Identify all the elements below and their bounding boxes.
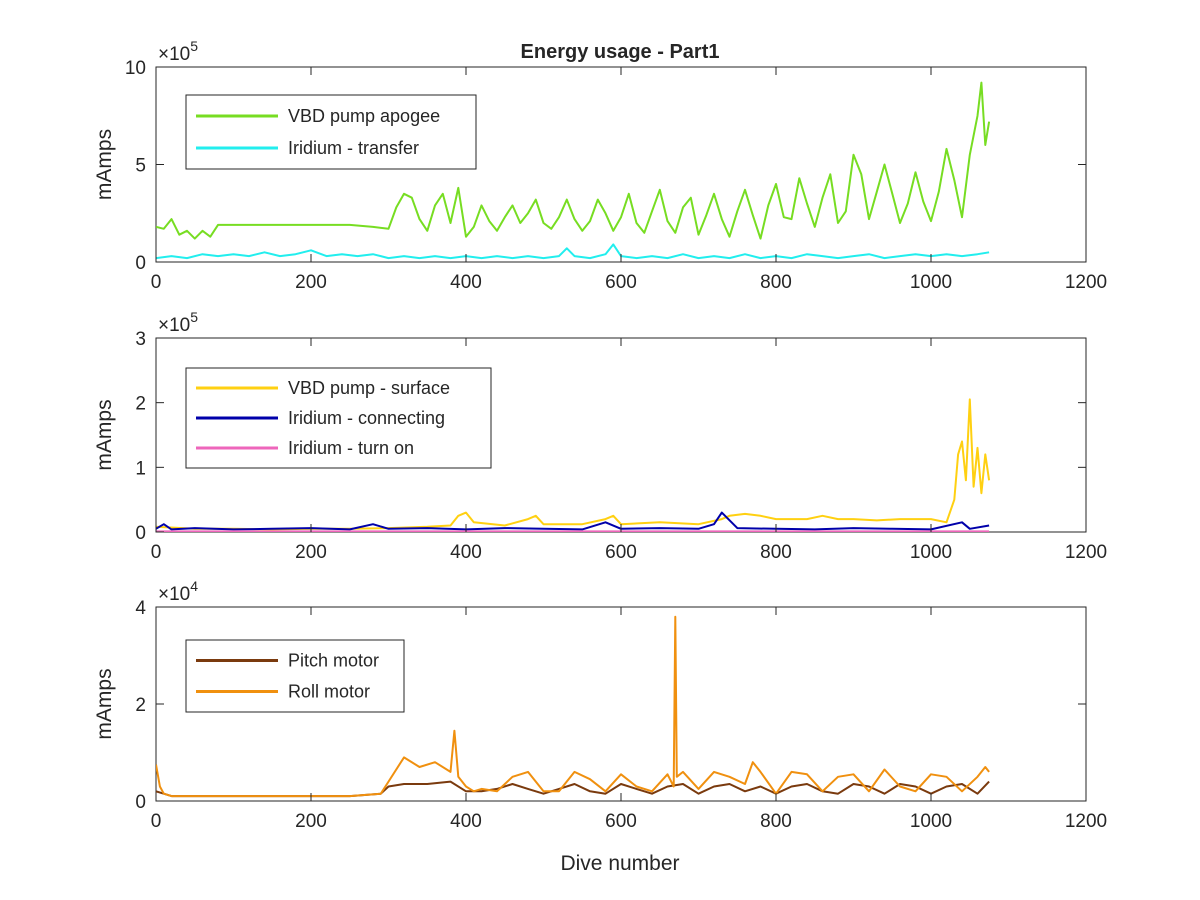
x-tick-label: 200 bbox=[295, 542, 327, 563]
y-tick-label: 2 bbox=[135, 695, 146, 716]
series-line-3-2 bbox=[156, 615, 990, 798]
x-tick-label: 1000 bbox=[910, 272, 952, 293]
x-tick-label: 400 bbox=[450, 811, 482, 832]
legend-entry: Pitch motor bbox=[288, 651, 379, 671]
legend-entry: VBD pump apogee bbox=[288, 106, 440, 126]
legend-entry: Iridium - turn on bbox=[288, 438, 414, 458]
legend-box bbox=[185, 639, 405, 713]
y-axis-label: mAmps bbox=[93, 129, 116, 200]
legend: VBD pump - surface Iridium - connecting Ir… bbox=[185, 367, 492, 469]
x-tick-label: 0 bbox=[151, 272, 162, 293]
y-axis-multiplier: ×104 bbox=[158, 578, 198, 605]
y-tick-label: 3 bbox=[135, 329, 146, 350]
legend-box bbox=[185, 94, 477, 170]
x-tick-label: 1000 bbox=[910, 811, 952, 832]
legend-entry: Iridium - transfer bbox=[288, 138, 419, 158]
panel-1: 0 200 400 600 800 1000 1200 0 5 10 ×105 mAmps VBD pu… bbox=[93, 38, 1107, 293]
x-tick-label: 800 bbox=[760, 811, 792, 832]
y-axis-label: mAmps bbox=[93, 668, 116, 739]
legend: Pitch motor Roll motor bbox=[185, 639, 405, 713]
y-tick-label: 0 bbox=[135, 523, 146, 544]
y-axis-multiplier: ×105 bbox=[158, 38, 198, 65]
y-tick-label: 5 bbox=[135, 156, 146, 177]
y-tick-label: 10 bbox=[125, 58, 146, 79]
x-tick-label: 600 bbox=[605, 811, 637, 832]
x-tick-label: 0 bbox=[151, 811, 162, 832]
y-tick-label: 2 bbox=[135, 394, 146, 415]
x-tick-label: 800 bbox=[760, 272, 792, 293]
x-tick-label: 1200 bbox=[1065, 811, 1107, 832]
panel-3: 0 200 400 600 800 1000 1200 0 2 4 ×104 mAmps Pitch m… bbox=[93, 578, 1107, 832]
figure-x-axis-label: Dive number bbox=[560, 852, 679, 875]
x-tick-label: 600 bbox=[605, 542, 637, 563]
legend-entry: Iridium - connecting bbox=[288, 408, 445, 428]
x-tick-label: 1000 bbox=[910, 542, 952, 563]
panel-2: 0 200 400 600 800 1000 1200 0 1 2 3 ×105 mAmps VBD pu… bbox=[93, 309, 1107, 563]
series-line-2-2 bbox=[156, 511, 990, 531]
legend: VBD pump apogee Iridium - transfer bbox=[185, 94, 477, 170]
y-axis-label: mAmps bbox=[93, 399, 116, 470]
x-tick-label: 200 bbox=[295, 272, 327, 293]
y-axis-multiplier: ×105 bbox=[158, 309, 198, 336]
x-tick-label: 1200 bbox=[1065, 272, 1107, 293]
x-tick-label: 600 bbox=[605, 272, 637, 293]
series-line-1-1 bbox=[156, 81, 991, 240]
legend-entry: Roll motor bbox=[288, 682, 370, 702]
y-tick-label: 1 bbox=[135, 458, 146, 479]
x-tick-label: 1200 bbox=[1065, 542, 1107, 563]
y-tick-label: 0 bbox=[135, 253, 146, 274]
x-tick-label: 0 bbox=[151, 542, 162, 563]
x-tick-label: 800 bbox=[760, 542, 792, 563]
x-tick-label: 400 bbox=[450, 542, 482, 563]
x-tick-label: 400 bbox=[450, 272, 482, 293]
series-line-1-2 bbox=[156, 243, 990, 260]
x-tick-label: 200 bbox=[295, 811, 327, 832]
legend-entry: VBD pump - surface bbox=[288, 378, 450, 398]
y-tick-label: 0 bbox=[135, 792, 146, 813]
figure-title: Energy usage - Part1 bbox=[521, 41, 720, 63]
y-tick-label: 4 bbox=[135, 598, 146, 619]
